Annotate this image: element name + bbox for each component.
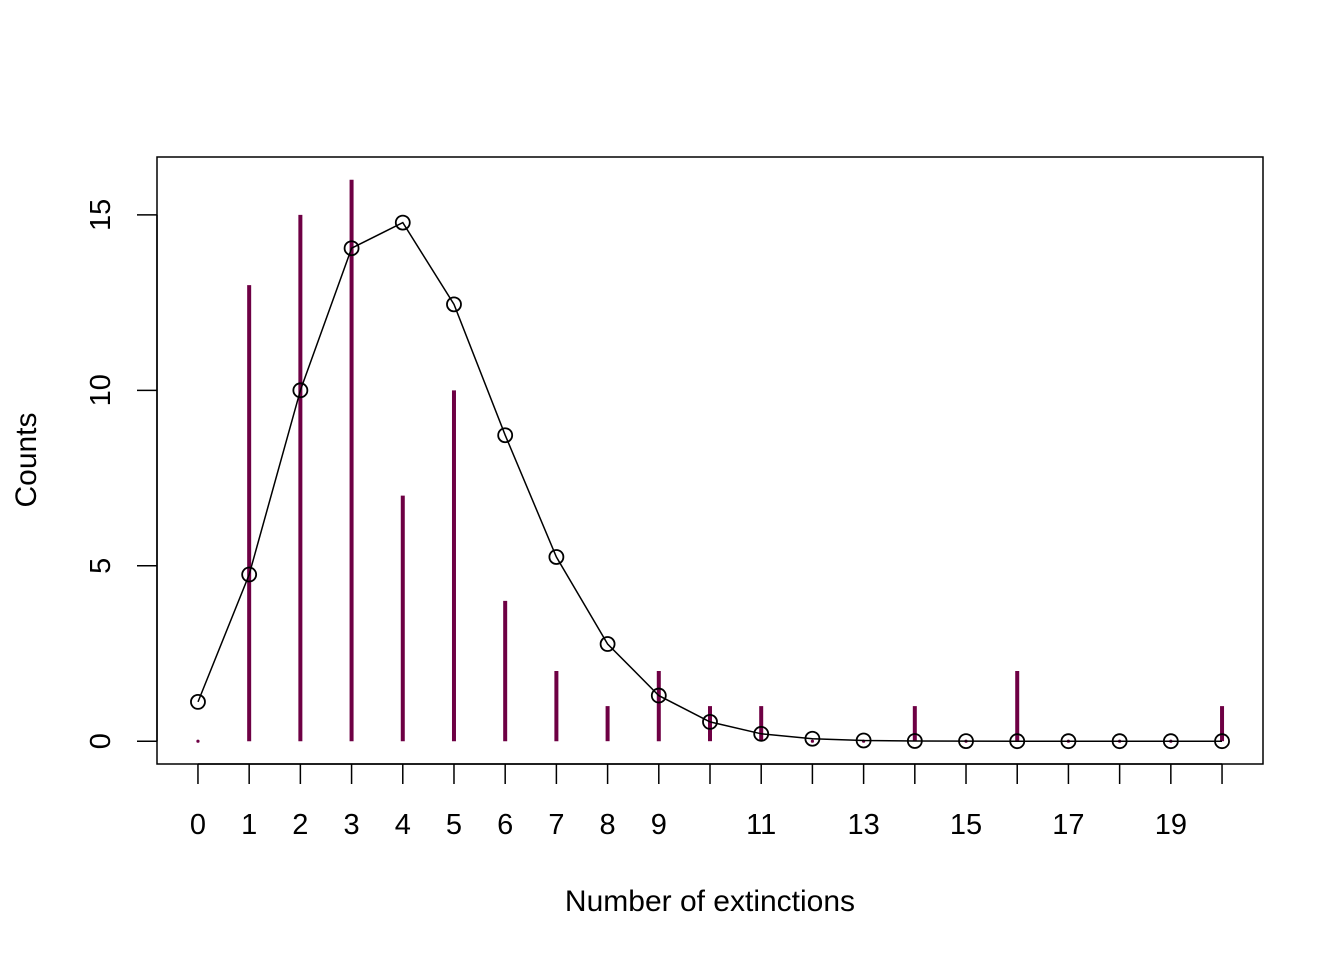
series-line	[197, 221, 1222, 742]
x-tick-label: 3	[344, 809, 360, 841]
x-tick-label: 7	[548, 809, 564, 841]
data-point	[1111, 733, 1128, 750]
bar	[196, 739, 200, 743]
data-point	[241, 566, 258, 583]
y-tick-label: 10	[85, 374, 117, 406]
x-tick-label: 6	[497, 809, 513, 841]
y-axis-label: Counts	[10, 412, 43, 507]
data-point	[1009, 733, 1026, 750]
y-tick-label: 15	[85, 199, 117, 231]
bar	[810, 739, 815, 743]
data-point	[1214, 733, 1230, 750]
x-tick-label: 1	[241, 809, 257, 841]
data-point	[292, 382, 309, 399]
x-tick-label: 5	[446, 809, 462, 841]
y-axis: 0 5 10 15	[85, 199, 158, 749]
y-tick-label: 0	[85, 733, 117, 749]
data-point	[190, 693, 206, 710]
x-tick-label: 19	[1155, 809, 1187, 841]
x-tick-label: 17	[1052, 809, 1084, 841]
x-tick-label: 13	[847, 809, 879, 841]
data-point	[599, 636, 616, 652]
data-point	[906, 733, 923, 749]
data-point	[497, 427, 514, 444]
x-axis: 0 1 2 3 4 5 6 7 8 9 11 13 15 17 19	[190, 763, 1223, 841]
x-tick-label: 0	[190, 809, 206, 841]
data-point	[1162, 733, 1179, 750]
plot-frame	[156, 156, 1264, 765]
x-tick-label: 15	[950, 809, 982, 841]
x-tick-label: 9	[651, 809, 667, 841]
x-tick-label: 11	[746, 809, 776, 841]
x-axis-label: Number of extinctions	[565, 885, 855, 918]
data-point	[1060, 733, 1077, 750]
x-tick-label: 8	[600, 809, 616, 841]
data-point	[804, 730, 821, 747]
data-point	[548, 549, 565, 565]
data-point	[753, 725, 770, 742]
x-tick-label: 4	[395, 809, 411, 841]
bar-series	[196, 179, 1225, 743]
data-point	[958, 733, 974, 750]
data-point	[394, 214, 411, 231]
data-point	[650, 687, 667, 704]
data-point	[446, 296, 462, 313]
data-point	[343, 240, 360, 257]
x-tick-label: 2	[292, 809, 308, 841]
y-tick-label: 5	[85, 558, 117, 574]
line-series	[190, 214, 1230, 750]
data-point	[702, 713, 718, 730]
data-point	[855, 732, 872, 749]
